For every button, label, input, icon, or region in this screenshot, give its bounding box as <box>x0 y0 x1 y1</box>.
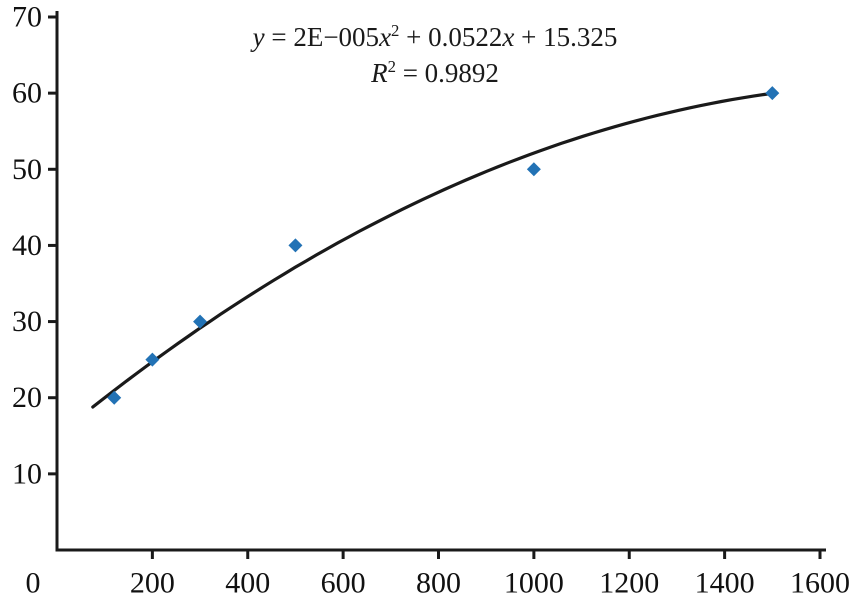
y-tick-label: 10 <box>12 457 42 490</box>
x-tick-label: 200 <box>130 567 175 600</box>
data-point-marker <box>526 162 541 177</box>
x-tick-label: 400 <box>225 567 270 600</box>
y-tick-label: 70 <box>12 1 42 34</box>
x-tick-label: 1200 <box>599 567 659 600</box>
x-tick-label: 600 <box>321 567 366 600</box>
y-tick-label: 40 <box>12 229 42 262</box>
y-tick-label: 60 <box>12 77 42 110</box>
data-point-marker <box>288 238 303 253</box>
x-tick-label: 1000 <box>504 567 564 600</box>
x-tick-label: 1400 <box>695 567 755 600</box>
data-point-marker <box>145 352 160 367</box>
x-tick-label: 0 <box>26 567 41 600</box>
y-tick-label: 50 <box>12 153 42 186</box>
x-tick-label: 800 <box>416 567 461 600</box>
x-tick-label: 1600 <box>790 567 850 600</box>
data-point-marker <box>193 314 208 329</box>
data-point-marker <box>107 390 122 405</box>
y-tick-label: 20 <box>12 381 42 414</box>
data-point-marker <box>765 86 780 101</box>
trendline-curve <box>91 91 777 409</box>
y-tick-label: 30 <box>12 305 42 338</box>
